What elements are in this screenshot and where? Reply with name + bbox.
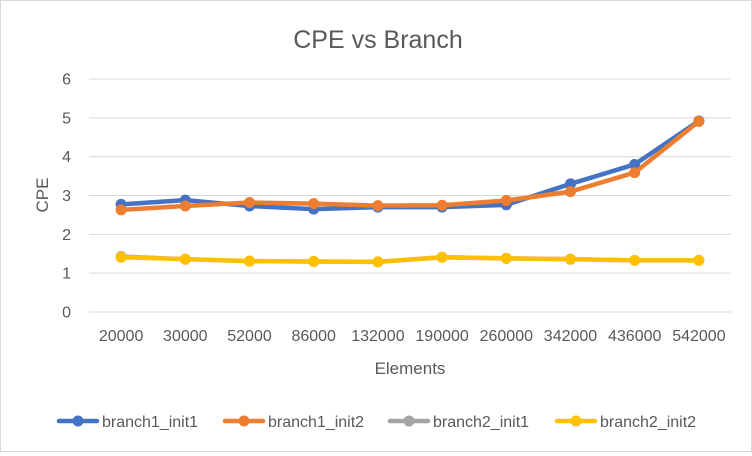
y-tick-label: 4 bbox=[62, 149, 71, 166]
series-layer bbox=[115, 115, 705, 268]
legend-swatch-marker bbox=[403, 415, 415, 427]
legend-swatch-marker bbox=[72, 415, 84, 427]
legend-label: branch2_init1 bbox=[433, 414, 529, 431]
data-point bbox=[565, 186, 576, 198]
x-tick-label: 52000 bbox=[227, 328, 272, 345]
x-axis-title: Elements bbox=[375, 359, 446, 378]
y-tick-label: 0 bbox=[62, 305, 71, 322]
series-branch1-init2 bbox=[115, 115, 705, 216]
x-tick-label: 86000 bbox=[291, 328, 336, 345]
legend-swatch-marker bbox=[238, 415, 250, 427]
y-tick-label: 6 bbox=[62, 72, 71, 89]
data-point bbox=[500, 252, 512, 264]
data-point bbox=[500, 195, 512, 207]
y-axis-ticks: 0 1 2 3 4 5 6 bbox=[62, 72, 71, 322]
legend: branch1_init1 branch1_init2 branch2_init1 b… bbox=[56, 414, 696, 431]
legend-label: branch2_init2 bbox=[600, 414, 696, 431]
data-point bbox=[565, 253, 576, 265]
data-point bbox=[436, 199, 448, 211]
series-branch2-init2 bbox=[115, 251, 705, 268]
legend-label: branch1_init2 bbox=[268, 414, 364, 431]
series-branch1-init1 bbox=[115, 115, 705, 215]
x-axis-ticks: 20000 30000 52000 86000 132000 190000 260000 34… bbox=[99, 328, 726, 345]
data-point bbox=[629, 167, 641, 179]
data-point bbox=[629, 254, 641, 266]
y-axis-title: CPE bbox=[33, 178, 52, 213]
series-line bbox=[118, 254, 702, 265]
data-point bbox=[115, 251, 127, 263]
data-point bbox=[372, 200, 384, 212]
data-point bbox=[565, 178, 576, 190]
data-point bbox=[179, 200, 191, 212]
legend-item: branch1_init1 bbox=[56, 414, 198, 431]
data-point bbox=[179, 253, 191, 265]
y-tick-label: 3 bbox=[62, 188, 71, 205]
data-point bbox=[629, 158, 641, 170]
legend-label: branch1_init1 bbox=[102, 414, 198, 431]
data-point bbox=[436, 251, 448, 263]
x-tick-label: 436000 bbox=[608, 328, 661, 345]
data-point bbox=[372, 256, 384, 268]
x-tick-label: 342000 bbox=[544, 328, 597, 345]
gridlines bbox=[89, 78, 731, 313]
legend-item: branch2_init1 bbox=[387, 414, 529, 431]
data-point bbox=[308, 198, 320, 210]
x-tick-label: 30000 bbox=[163, 328, 208, 345]
legend-item: branch1_init2 bbox=[222, 414, 364, 431]
data-point bbox=[244, 196, 255, 208]
x-tick-label: 190000 bbox=[415, 328, 468, 345]
legend-item: branch2_init2 bbox=[554, 414, 696, 431]
data-point bbox=[308, 256, 320, 268]
x-tick-label: 20000 bbox=[99, 328, 144, 345]
x-tick-label: 542000 bbox=[672, 328, 725, 345]
series-line bbox=[118, 119, 702, 213]
data-point bbox=[693, 254, 705, 266]
chart-title: CPE vs Branch bbox=[293, 26, 463, 54]
y-tick-label: 2 bbox=[62, 227, 71, 244]
data-point bbox=[115, 204, 127, 216]
y-tick-label: 1 bbox=[62, 266, 71, 283]
x-tick-label: 260000 bbox=[480, 328, 533, 345]
legend-swatch-marker bbox=[570, 415, 582, 427]
data-point bbox=[693, 115, 705, 127]
y-tick-label: 5 bbox=[62, 110, 71, 127]
data-point bbox=[244, 255, 255, 267]
x-tick-label: 132000 bbox=[351, 328, 404, 345]
